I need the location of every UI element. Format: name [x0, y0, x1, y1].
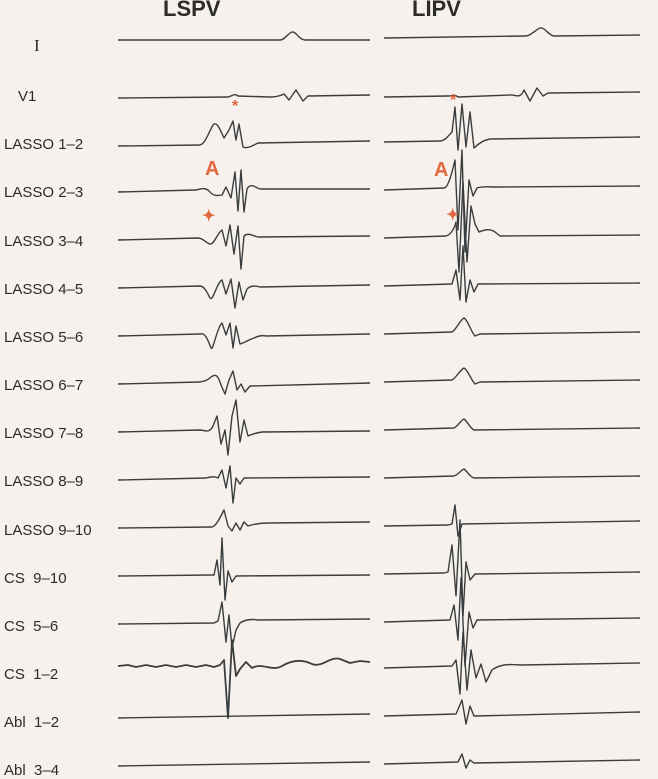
- marker-star-lipv: *: [450, 92, 457, 109]
- trace-lipv-v1: [383, 87, 641, 102]
- marker-cross-lspv: ✦: [202, 208, 215, 225]
- trace-lspv-lasso-9-10: [117, 509, 371, 532]
- lead-label-lasso-1-2: LASSO 1–2: [4, 136, 84, 153]
- marker-a-lspv: A: [205, 158, 219, 180]
- trace-lspv-v1: [117, 89, 371, 102]
- trace-lipv-lasso-9-10: [383, 504, 641, 537]
- trace-lipv-lasso-3-4: [383, 181, 641, 273]
- lead-label-abl-1-2: Abl 1–2: [4, 714, 60, 731]
- lead-label-v1: V1: [18, 88, 37, 105]
- trace-lspv-cs-5-6: [117, 601, 371, 649]
- trace-lipv-i: [383, 27, 641, 39]
- panel-title-lipv: LIPV: [412, 0, 461, 21]
- trace-lipv-lasso-1-2: [383, 103, 641, 151]
- lead-label-lasso-7-8: LASSO 7–8: [4, 425, 84, 442]
- lspv-traces: [117, 31, 371, 767]
- lead-label-lasso-9-10: LASSO 9–10: [4, 522, 92, 539]
- lead-label-i: I: [34, 36, 40, 55]
- lead-label-lasso-2-3: LASSO 2–3: [4, 184, 84, 201]
- trace-lipv-lasso-4-5: [383, 245, 641, 303]
- trace-lspv-lasso-3-4: [117, 224, 371, 270]
- trace-lipv-abl-3-4: [383, 753, 641, 769]
- lead-label-cs-9-10: CS 9–10: [4, 570, 67, 587]
- trace-lipv-lasso-5-6: [383, 317, 641, 337]
- trace-lipv-cs-1-2: [383, 631, 641, 695]
- trace-lspv-abl-1-2: [117, 713, 371, 719]
- trace-lspv-cs-1-2: [117, 639, 371, 719]
- marker-a-lipv: A: [434, 159, 448, 181]
- lead-label-lasso-4-5: LASSO 4–5: [4, 281, 84, 298]
- lead-label-lasso-3-4: LASSO 3–4: [4, 233, 84, 250]
- trace-lspv-lasso-4-5: [117, 278, 371, 309]
- trace-lspv-lasso-1-2: [117, 120, 371, 149]
- panel-title-lspv: LSPV: [163, 0, 221, 21]
- trace-lspv-i: [118, 31, 370, 41]
- trace-lspv-lasso-2-3: [117, 169, 370, 213]
- trace-lspv-abl-3-4: [117, 761, 371, 767]
- trace-lipv-lasso-8-9: [383, 468, 641, 479]
- trace-lspv-lasso-6-7: [117, 370, 371, 395]
- marker-cross-lipv: ✦: [446, 207, 459, 224]
- trace-lipv-cs-5-6: [383, 577, 641, 667]
- trace-lspv-lasso-7-8: [117, 399, 371, 456]
- lipv-traces: [383, 27, 641, 769]
- trace-lipv-lasso-6-7: [383, 367, 641, 385]
- trace-lspv-lasso-5-6: [117, 322, 371, 349]
- lead-label-abl-3-4: Abl 3–4: [4, 762, 60, 779]
- trace-lipv-lasso-7-8: [383, 418, 641, 431]
- lead-label-cs-1-2: CS 1–2: [4, 666, 59, 683]
- marker-star-lspv: *: [232, 98, 239, 115]
- lead-label-lasso-8-9: LASSO 8–9: [4, 473, 84, 490]
- annotations: * A ✦ * A ✦: [202, 92, 459, 225]
- lead-label-cs-5-6: CS 5–6: [4, 618, 59, 635]
- lead-label-lasso-6-7: LASSO 6–7: [4, 377, 84, 394]
- lead-label-lasso-5-6: LASSO 5–6: [4, 329, 84, 346]
- trace-lipv-abl-1-2: [383, 699, 641, 725]
- trace-lipv-cs-9-10: [383, 519, 641, 617]
- trace-lspv-cs-9-10: [117, 537, 371, 601]
- trace-lspv-lasso-8-9: [117, 465, 371, 504]
- trace-lipv-lasso-2-3: [383, 149, 641, 253]
